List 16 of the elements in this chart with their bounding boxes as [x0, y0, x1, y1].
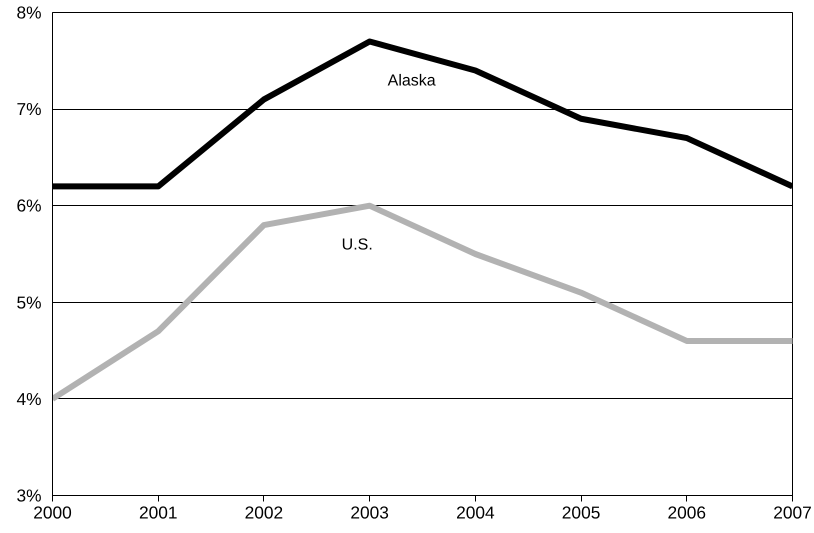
x-tick-label: 2004 [456, 502, 495, 522]
y-tick-label: 6% [16, 196, 42, 216]
x-tick-label: 2003 [350, 502, 389, 522]
x-tick-label: 2007 [773, 502, 812, 522]
x-tick-label: 2000 [33, 502, 72, 522]
x-tick-label: 2001 [138, 502, 178, 522]
y-tick-label: 3% [16, 486, 42, 506]
y-tick-label: 8% [16, 2, 42, 22]
x-tick-label: 2005 [562, 502, 600, 522]
x-tick-label: 2006 [668, 502, 706, 522]
series-label: U.S. [342, 236, 373, 254]
x-tick-label: 2002 [244, 502, 284, 522]
y-tick-label: 5% [16, 292, 42, 312]
y-tick-label: 7% [16, 99, 42, 120]
y-tick-label: 4% [16, 388, 42, 409]
series-label: Alaska [388, 72, 436, 90]
